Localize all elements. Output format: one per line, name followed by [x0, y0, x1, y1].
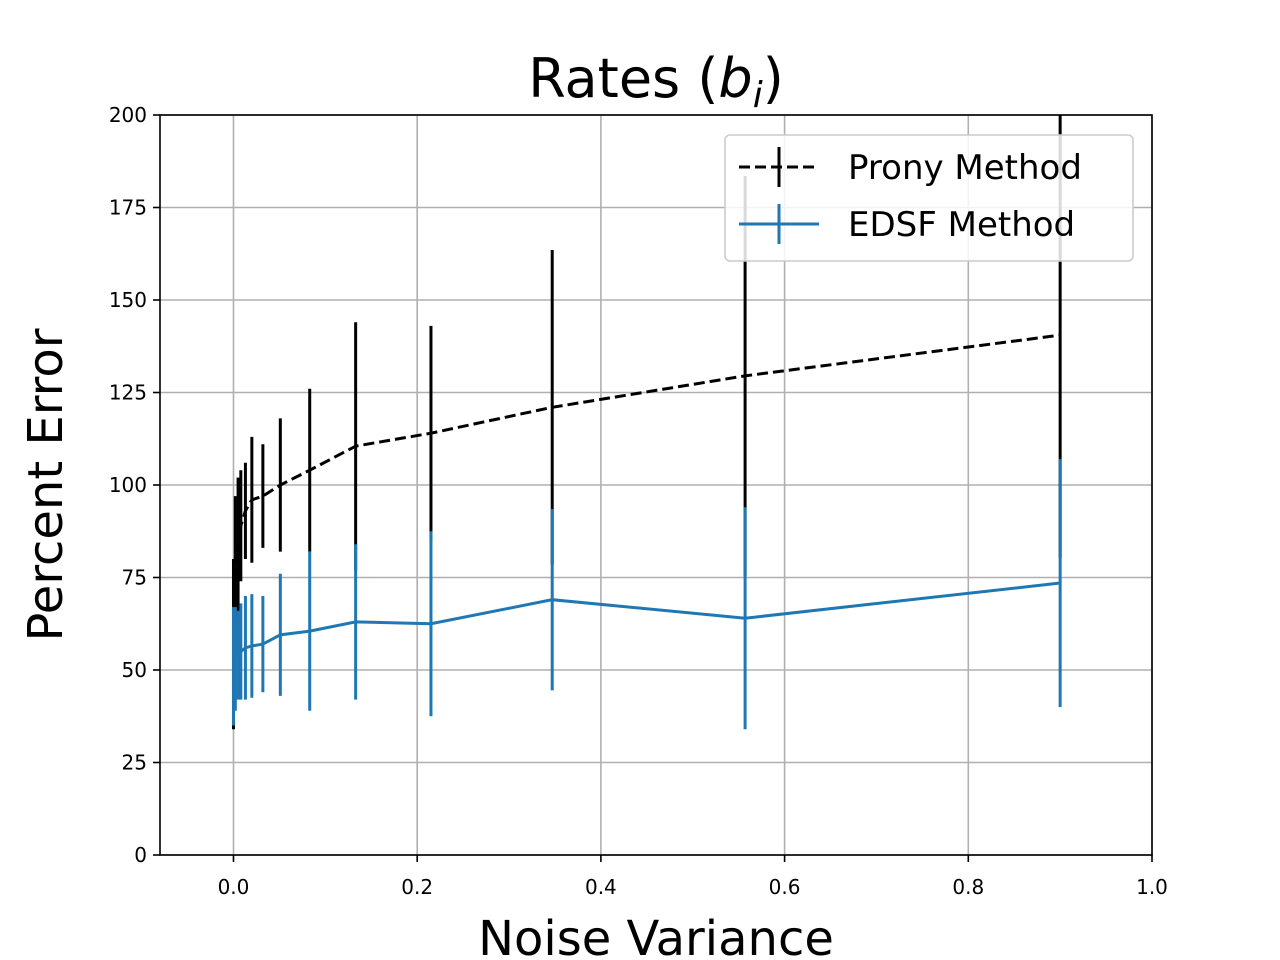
y-tick-label: 75 [122, 566, 147, 590]
chart-title: Rates (bi) [528, 47, 784, 116]
y-tick-label: 0 [134, 843, 147, 867]
x-tick-label: 1.0 [1136, 875, 1168, 899]
y-tick-label: 25 [122, 751, 147, 775]
x-tick-label: 0.8 [952, 875, 984, 899]
legend-prony-label: Prony Method [848, 148, 1082, 188]
y-axis-label: Percent Error [18, 328, 74, 641]
y-tick-label: 125 [109, 381, 147, 405]
chart-title-math: b [718, 47, 752, 110]
y-tick-label: 150 [109, 288, 147, 312]
chart-title-end: ) [763, 47, 784, 110]
legend-edsf-label: EDSF Method [848, 205, 1075, 245]
y-tick-label: 200 [109, 103, 147, 127]
y-tick-label: 100 [109, 473, 147, 497]
x-tick-label: 0.0 [218, 875, 250, 899]
chart-title-text: Rates ( [528, 47, 718, 110]
legend-box [724, 134, 1134, 262]
ticks: 0.0 0.2 0.4 0.6 0.8 1.0 0 25 50 75 100 125 150 175 200 [109, 103, 1168, 899]
y-tick-label: 175 [109, 196, 147, 220]
x-axis-label: Noise Variance [478, 911, 834, 960]
series-layer [231, 115, 1062, 730]
x-tick-label: 0.4 [585, 875, 617, 899]
legend: Prony Method EDSF Method [724, 134, 1134, 262]
x-tick-label: 0.6 [769, 875, 801, 899]
x-tick-label: 0.2 [401, 875, 433, 899]
series-edsf-method [231, 459, 1062, 730]
chart-title-subscript: i [753, 75, 763, 116]
y-tick-label: 50 [122, 658, 147, 682]
